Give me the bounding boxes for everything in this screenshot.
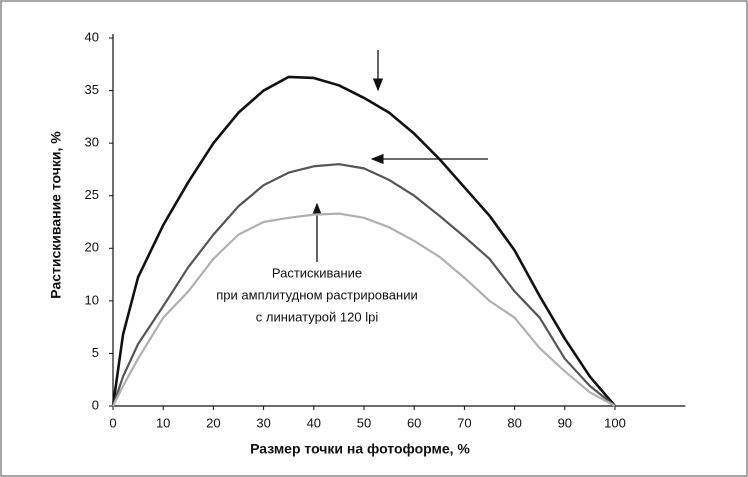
x-tick-label: 90 [558,415,572,430]
x-tick-label: 0 [109,415,116,430]
x-tick-label: 40 [307,415,321,430]
x-tick-label: 80 [507,415,521,430]
x-tick-label: 50 [357,415,371,430]
line-series [111,75,616,407]
x-axis-label: Размер точки на фотоформе, % [250,441,470,457]
annotation: при амплитудном растрировании [216,287,417,302]
y-tick-label: 20 [85,240,99,255]
y-tick-label: 30 [85,135,99,150]
annotation: с линиатурой 120 lpi [256,309,379,324]
y-tick-label: 25 [85,187,99,202]
x-tick-label: 30 [256,415,270,430]
y-tick-label: 10 [85,292,99,307]
x-tick-label: 20 [206,415,220,430]
y-tick-label: 35 [85,82,99,97]
line-series [112,212,616,407]
y-tick-label: 40 [85,29,99,44]
x-tick-label: 70 [457,415,471,430]
x-tick-label: 10 [156,415,170,430]
x-tick-label: 100 [604,415,626,430]
line-series [111,163,616,407]
y-axis-label: Растискивание точки, % [48,131,64,299]
x-tick-label: 60 [407,415,421,430]
y-tick-label: 5 [92,345,99,360]
y-tick-label: 0 [92,397,99,412]
annotation: Растискивание [272,265,362,280]
